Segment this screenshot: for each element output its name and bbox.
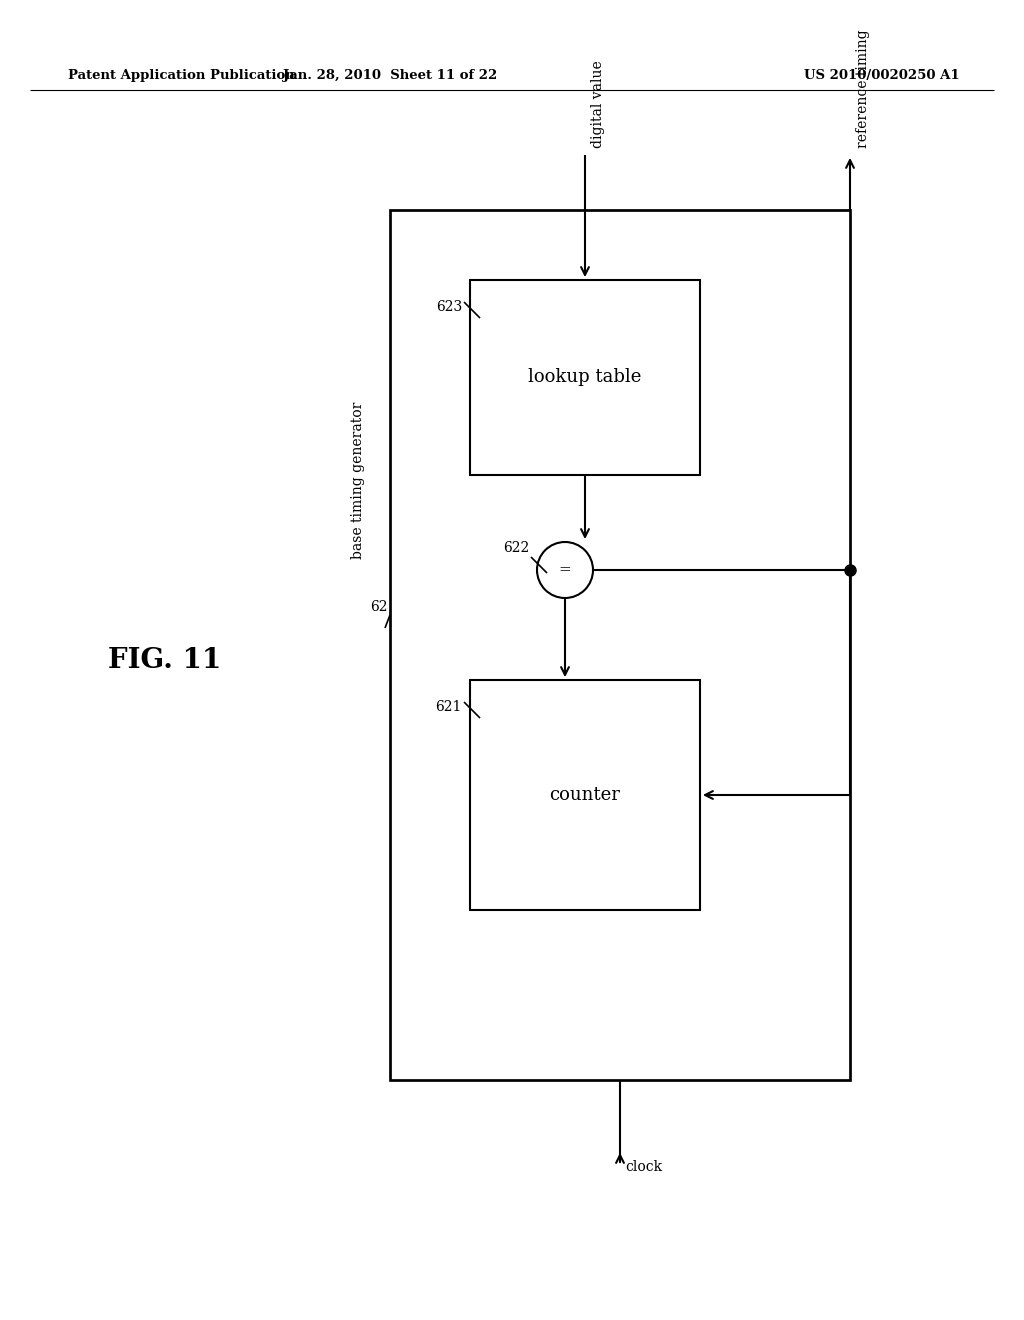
Bar <box>470 280 700 475</box>
Text: =: = <box>559 564 571 577</box>
Text: reference timing: reference timing <box>856 29 870 148</box>
Bar <box>390 210 850 1080</box>
Text: base timing generator: base timing generator <box>351 401 365 558</box>
Text: clock: clock <box>625 1160 663 1173</box>
Text: 62: 62 <box>370 601 387 614</box>
Text: digital value: digital value <box>591 61 605 148</box>
Text: 621: 621 <box>435 700 462 714</box>
Text: counter: counter <box>550 785 621 804</box>
Text: Patent Application Publication: Patent Application Publication <box>68 69 295 82</box>
Text: 623: 623 <box>436 300 462 314</box>
Text: 622: 622 <box>503 541 529 554</box>
Bar <box>470 680 700 909</box>
Text: Jan. 28, 2010  Sheet 11 of 22: Jan. 28, 2010 Sheet 11 of 22 <box>283 69 497 82</box>
Text: FIG. 11: FIG. 11 <box>109 647 221 673</box>
Text: lookup table: lookup table <box>528 368 642 387</box>
Text: US 2010/0020250 A1: US 2010/0020250 A1 <box>805 69 961 82</box>
